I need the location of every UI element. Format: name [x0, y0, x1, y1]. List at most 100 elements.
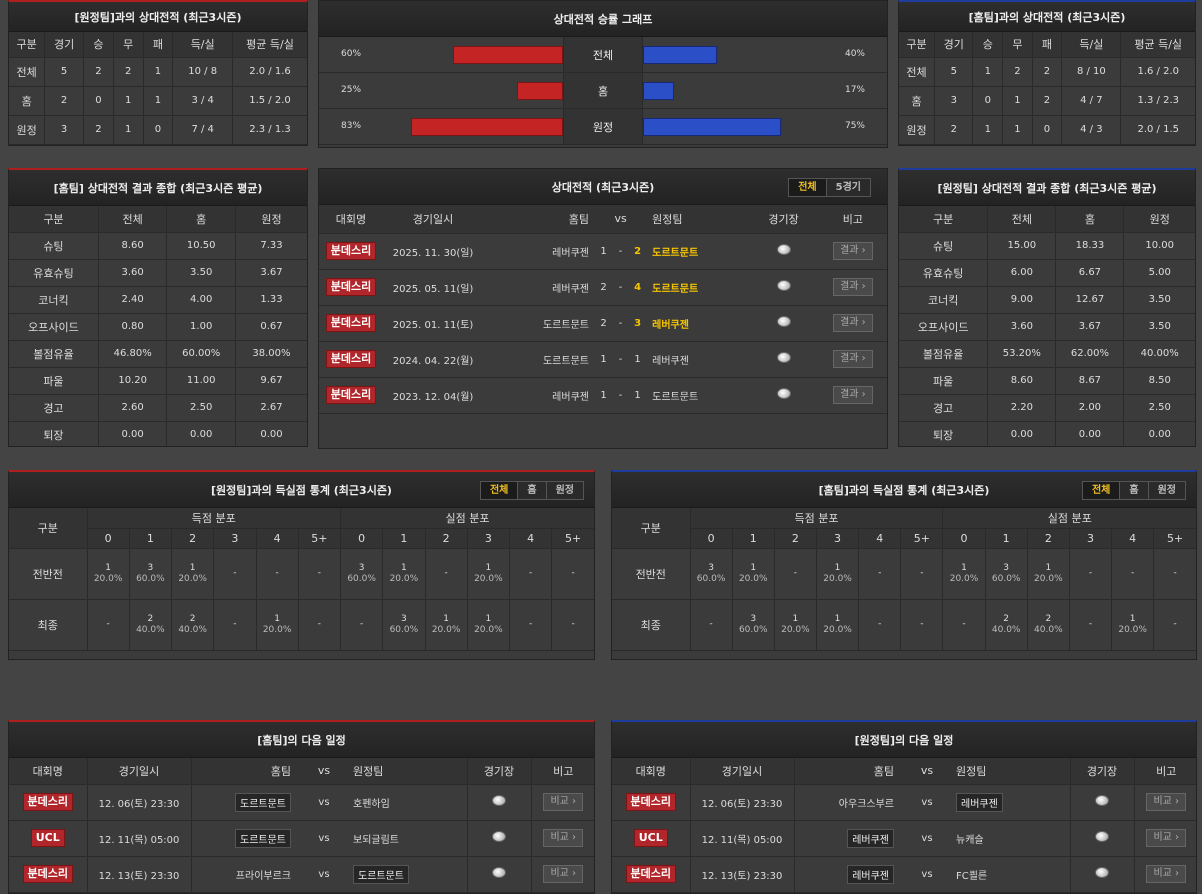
goal-count-header: 0: [340, 528, 384, 549]
distribution-cell: -: [690, 599, 733, 651]
column-header: 전체: [98, 206, 168, 233]
note-cell: 비교 ›: [531, 856, 594, 893]
count: 1: [750, 563, 757, 573]
goal-count-header: 5+: [551, 528, 594, 549]
match-date: 12. 06(토) 23:30: [87, 784, 192, 821]
league-badge[interactable]: 분데스리: [325, 278, 377, 296]
stadium-icon[interactable]: [776, 244, 791, 255]
tab-1[interactable]: 전체: [789, 179, 827, 196]
table-row: 슈팅 15.00 18.33 10.00: [899, 232, 1195, 260]
count: 3: [358, 563, 365, 573]
stadium-icon[interactable]: [776, 280, 791, 291]
cell-value: 3.60: [98, 259, 168, 287]
graph-row-label: 원정: [563, 109, 643, 144]
count: 1: [1129, 614, 1136, 624]
stadium-icon[interactable]: [776, 316, 791, 327]
panel-title: 상대전적 승률 그래프: [319, 1, 887, 37]
distribution-cell: 1 20.0%: [774, 599, 817, 651]
cell-value: 2: [44, 86, 84, 116]
tab-2[interactable]: 홈: [518, 482, 547, 499]
match-date: 2025. 05. 11(일): [382, 269, 484, 306]
stadium-icon[interactable]: [1095, 831, 1109, 842]
tab-2[interactable]: 홈: [1120, 482, 1149, 499]
league-badge[interactable]: 분데스리: [325, 350, 377, 368]
result-button[interactable]: 결과 ›: [833, 386, 873, 404]
stadium-icon[interactable]: [492, 795, 506, 806]
count: -: [529, 619, 533, 629]
goal-stats-home-panel: [홈팀]과의 득실점 통계 (최근3시즌) 전체 홈 원정 구분 득점 분포 실점 분포…: [611, 470, 1197, 660]
tab-2[interactable]: 5경기: [835, 182, 861, 193]
league-badge[interactable]: 분데스리: [22, 793, 73, 811]
left-percent: 83%: [341, 121, 362, 131]
league-badge[interactable]: 분데스리: [625, 793, 676, 811]
row-label: 최종: [612, 599, 691, 651]
league-badge[interactable]: 분데스리: [325, 386, 377, 404]
cell-value: 1: [113, 86, 144, 116]
cell-value: 0.67: [235, 313, 307, 341]
vs-label: vs: [902, 856, 952, 893]
column-header: 홈: [166, 206, 236, 233]
home-team: 레버쿠젠: [483, 377, 595, 414]
stadium-icon[interactable]: [1095, 867, 1109, 878]
table-row: 슈팅 8.60 10.50 7.33: [9, 232, 307, 260]
stadium-icon[interactable]: [776, 352, 791, 363]
goal-count-header: 3: [816, 528, 860, 549]
row-label: 전반전: [9, 548, 88, 600]
result-button[interactable]: 결과 ›: [833, 350, 873, 368]
row-label: 원정: [899, 115, 936, 145]
table-row: 퇴장 0.00 0.00 0.00: [9, 421, 307, 446]
stadium-icon[interactable]: [492, 831, 506, 842]
row-label: 퇴장: [899, 421, 989, 446]
right-bar: [643, 118, 781, 136]
league-badge[interactable]: 분데스리: [22, 865, 73, 883]
percent: 20.0%: [474, 625, 503, 635]
league-badge[interactable]: 분데스리: [325, 314, 377, 332]
panel-title: [홈팀]의 다음 일정: [9, 722, 594, 758]
cell-value: 1: [113, 115, 144, 145]
count: -: [444, 568, 448, 578]
tab-1[interactable]: 전체: [480, 482, 519, 499]
cell-value: 2.0 / 1.6: [232, 57, 307, 87]
goal-stats-home-table: 구분 득점 분포 실점 분포 0 1 2 3 4 5+ 0 1 2 3 4 5+ 전반전 3 60.0% 1 20.0…: [612, 508, 1196, 651]
result-button[interactable]: 결과 ›: [833, 242, 873, 260]
compare-button[interactable]: 비교 ›: [1146, 865, 1187, 883]
result-button[interactable]: 결과 ›: [833, 314, 873, 332]
row-label: 경고: [9, 394, 99, 422]
cell-value: 5: [934, 57, 974, 87]
cell-value: 46.80%: [98, 340, 168, 368]
column-header: 승: [83, 32, 114, 58]
stadium-icon[interactable]: [776, 388, 791, 399]
cell-value: 3.50: [1123, 313, 1195, 341]
compare-button[interactable]: 비교 ›: [1146, 793, 1187, 811]
compare-button[interactable]: 비교 ›: [543, 793, 584, 811]
column-header: 홈팀: [483, 205, 595, 234]
stadium-icon[interactable]: [1095, 795, 1109, 806]
result-button[interactable]: 결과 ›: [833, 278, 873, 296]
percent: 40.0%: [1034, 625, 1063, 635]
league-badge[interactable]: 분데스리: [625, 865, 676, 883]
h2h-home-table: 구분 경기 승 무 패 득/실 평균 득/실 전체 5 1 2 2 8 / 10 1.6 / 2.0 홈 3 0…: [899, 32, 1195, 145]
score-separator: -: [612, 233, 630, 270]
percent: 20.0%: [178, 574, 207, 584]
tab-3[interactable]: 원정: [1157, 485, 1176, 496]
tab-3[interactable]: 원정: [555, 485, 574, 496]
highlighted-team: 레버쿠젠: [956, 792, 1003, 812]
column-header: 원정: [1123, 206, 1195, 233]
stadium-icon[interactable]: [492, 867, 506, 878]
league-badge[interactable]: 분데스리: [325, 242, 377, 260]
compare-button[interactable]: 비교 ›: [543, 829, 584, 847]
cell-value: 4.00: [166, 286, 236, 314]
compare-button[interactable]: 비교 ›: [1146, 829, 1187, 847]
league-badge[interactable]: UCL: [30, 829, 65, 847]
tab-1[interactable]: 전체: [1082, 482, 1121, 499]
cell-value: 10.20: [98, 367, 168, 395]
distribution-cell: 3 60.0%: [129, 548, 173, 600]
cell-value: 5.00: [1123, 259, 1195, 287]
left-bar: [411, 118, 563, 136]
cell-value: 0.00: [235, 421, 307, 446]
league-cell: 분데스리: [9, 784, 88, 821]
league-badge[interactable]: UCL: [633, 829, 668, 847]
compare-button[interactable]: 비교 ›: [543, 865, 584, 883]
column-header: 전체: [987, 206, 1057, 233]
